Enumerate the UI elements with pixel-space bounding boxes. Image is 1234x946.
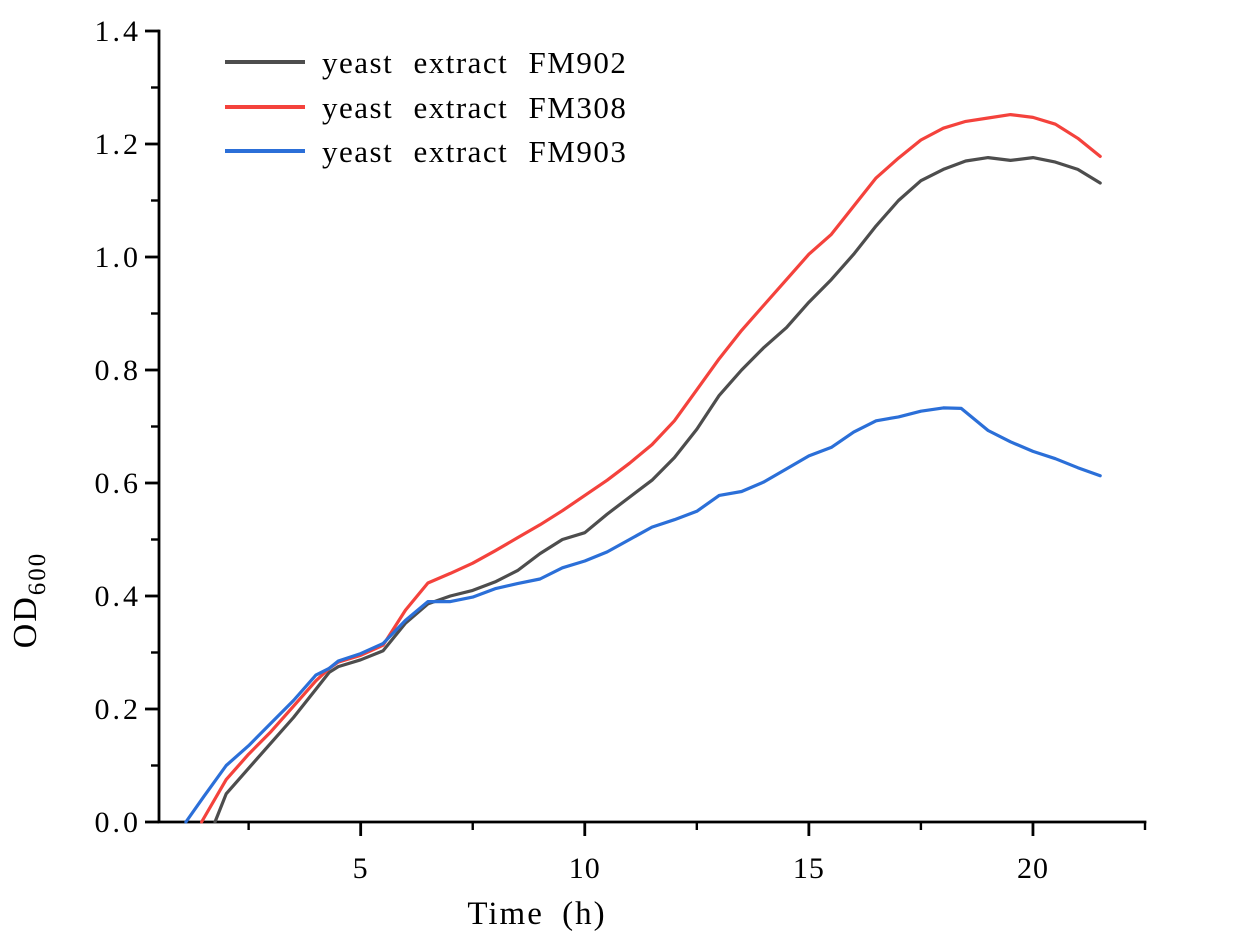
y-axis-tick-label: 1.0 <box>95 241 142 274</box>
y-axis-tick-label: 0.8 <box>95 354 142 387</box>
legend-label-fm308: yeast extract FM308 <box>322 90 627 125</box>
y-axis-title-subscript: 600 <box>24 552 51 596</box>
series-line-fm903 <box>184 406 1102 824</box>
x-axis-tick-label: 15 <box>793 852 825 885</box>
y-axis-tick-label: 0.6 <box>95 467 142 500</box>
legend-label-fm902: yeast extract FM902 <box>322 45 627 80</box>
y-axis-title-main: OD <box>7 595 44 648</box>
x-axis-tick-label: 20 <box>1017 852 1049 885</box>
x-axis-title: Time (h) <box>467 896 606 932</box>
legend: yeast extract FM902 yeast extract FM308 … <box>225 45 627 169</box>
y-axis-tick-label: 1.4 <box>95 15 142 48</box>
legend-label-fm903: yeast extract FM903 <box>322 134 627 169</box>
series-line-fm308 <box>200 112 1102 824</box>
y-axis-tick-label: 0.4 <box>95 580 142 613</box>
x-axis-tick-label: 10 <box>569 852 601 885</box>
series-layer <box>184 112 1102 824</box>
y-axis-tick-label: 0.0 <box>95 806 142 839</box>
y-axis-tick-label: 0.2 <box>95 693 142 726</box>
series-line-fm902 <box>213 156 1102 824</box>
axes-layer: 5 10 15 20 0.0 0.2 0.4 0.6 0.8 1.0 1.2 1.4 <box>95 15 1147 885</box>
x-axis-tick-label: 5 <box>353 852 369 885</box>
y-axis-tick-label: 1.2 <box>95 128 142 161</box>
axis-spines <box>157 29 1147 824</box>
y-axis-title: OD600 <box>7 552 51 649</box>
